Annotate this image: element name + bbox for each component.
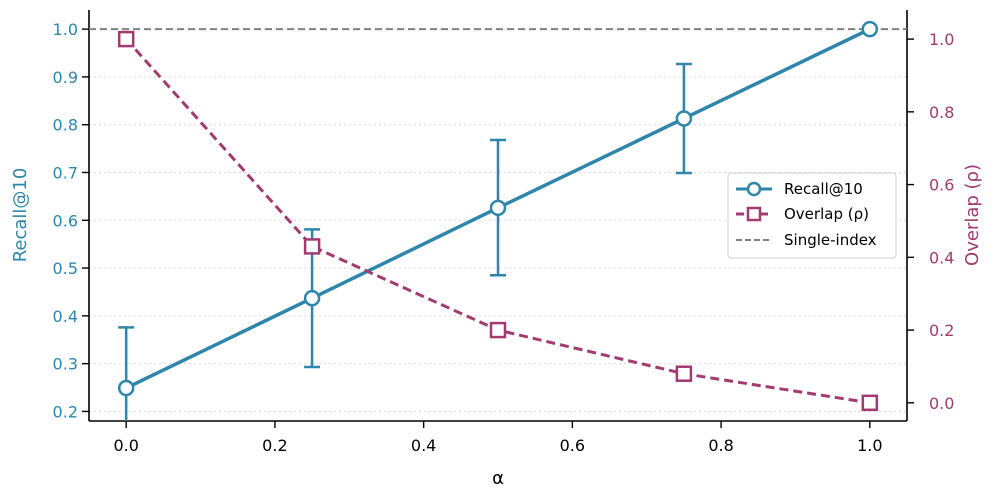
y-left-tick-label-5: 0.7 [53, 163, 78, 182]
y-left-tick-label-3: 0.5 [53, 259, 78, 278]
x-tick-label-0: 0.0 [113, 436, 138, 455]
x-tick-label-3: 0.6 [560, 436, 585, 455]
y-axis-right-label: Overlap (ρ) [962, 164, 983, 266]
overlap-point-4 [861, 394, 879, 412]
markers [117, 20, 879, 412]
legend-overlap-label: Overlap (ρ) [784, 205, 869, 223]
overlap-point-2 [489, 321, 507, 339]
legend: Recall@10 Overlap (ρ) Single-index [727, 172, 897, 259]
overlap-point-3 [675, 365, 693, 382]
y-left-tick-label-1: 0.3 [53, 355, 78, 374]
y-right-tick-label-3: 0.6 [929, 176, 954, 195]
y-right-tick-label-5: 1.0 [929, 30, 954, 49]
y-right-tick-label-1: 0.2 [929, 321, 954, 340]
y-right-tick-label-4: 0.8 [929, 103, 954, 122]
legend-entry-single-index: Single-index [736, 231, 877, 249]
y-axis-left-label: Recall@10 [10, 168, 31, 263]
y-right-tick-label-0: 0.0 [929, 394, 954, 413]
legend-overlap-marker [746, 206, 762, 222]
errorbars [118, 62, 692, 421]
legend-recall-label: Recall@10 [784, 180, 863, 198]
y-left-tick-label-8: 1.0 [53, 20, 78, 39]
recall-point-3 [675, 110, 693, 127]
overlap-point-0 [117, 30, 135, 48]
y-left-tick-label-0: 0.2 [53, 402, 78, 421]
y-left-tick-label-6: 0.8 [53, 116, 78, 135]
recall-point-4 [861, 20, 879, 38]
recall-point-2 [489, 199, 507, 217]
legend-recall-marker [746, 181, 762, 197]
legend-entry-overlap: Overlap (ρ) [736, 205, 869, 223]
y-left-tick-label-2: 0.4 [53, 307, 78, 326]
recall-point-1 [303, 289, 321, 307]
x-axis-label: α [492, 468, 504, 489]
ticks: 0.0 0.2 0.4 0.6 0.8 1.0 0.2 0.3 0.4 0.5 0.6 0.7 0.8 0… [53, 20, 955, 455]
legend-single-index-label: Single-index [784, 231, 877, 249]
axes [88, 10, 908, 422]
recall-point-0 [117, 379, 135, 397]
legend-entry-recall: Recall@10 [736, 180, 863, 198]
x-tick-label-2: 0.4 [411, 436, 436, 455]
overlap-point-1 [303, 238, 321, 255]
y-left-tick-label-7: 0.9 [53, 68, 78, 87]
y-right-tick-label-2: 0.4 [929, 248, 954, 267]
x-tick-label-1: 0.2 [262, 436, 287, 455]
y-left-tick-label-4: 0.6 [53, 211, 78, 230]
legend-frame [727, 172, 897, 259]
x-tick-label-4: 0.8 [708, 436, 733, 455]
x-tick-label-5: 1.0 [857, 436, 882, 455]
